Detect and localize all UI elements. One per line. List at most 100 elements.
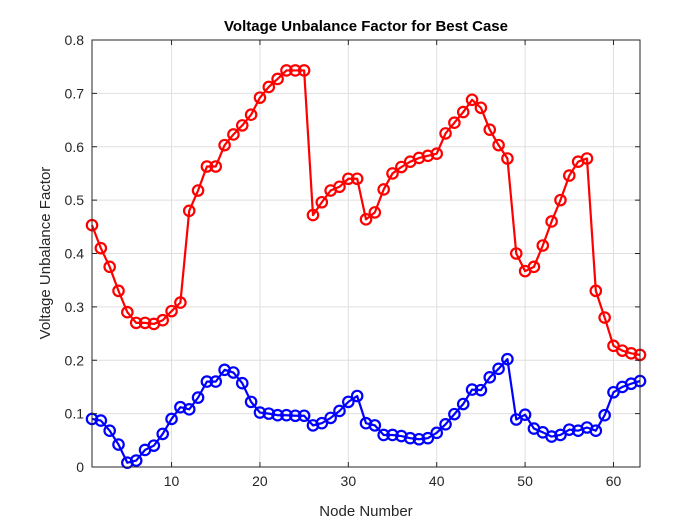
series-blue-marker <box>395 429 408 443</box>
series-blue-marker <box>129 454 143 467</box>
series-red-marker <box>288 64 302 77</box>
series-red-marker <box>218 138 231 152</box>
series-red-marker <box>536 239 550 252</box>
series-red-marker <box>483 123 497 136</box>
series-blue-marker <box>430 426 444 440</box>
series-red-marker <box>306 208 320 222</box>
series-blue-marker <box>518 408 532 421</box>
series-red-marker <box>121 305 134 319</box>
series-blue-marker <box>280 408 293 422</box>
series-blue <box>85 352 647 470</box>
series-blue-marker <box>403 431 417 445</box>
series-red-marker <box>474 101 488 115</box>
series-red-marker <box>227 128 240 141</box>
series-blue-marker <box>165 412 178 426</box>
series-red-marker <box>580 152 594 165</box>
series-red-marker <box>509 247 523 260</box>
series-blue-marker <box>368 419 382 432</box>
series-red-marker <box>103 260 116 274</box>
series-blue-marker <box>147 439 161 452</box>
series-red-marker <box>138 316 152 330</box>
y-tick-label: 0.6 <box>65 139 85 155</box>
series-red-marker <box>342 172 355 186</box>
series-blue-marker <box>456 397 470 411</box>
series-blue-marker <box>271 408 284 422</box>
series-blue-marker <box>200 375 214 388</box>
series-blue-marker <box>545 430 558 443</box>
series-red-marker <box>94 241 108 255</box>
series-red-marker <box>182 204 196 218</box>
x-tick-labels: 10 20 30 40 50 60 <box>164 473 622 489</box>
y-tick-labels: 0 0.1 0.2 0.3 0.4 0.5 0.6 0.7 0.8 <box>65 32 85 475</box>
x-tick-label: 40 <box>429 473 445 489</box>
series-blue-marker <box>589 424 603 438</box>
y-tick-label: 0.2 <box>65 352 85 368</box>
series-red-marker <box>315 195 329 209</box>
series-red-marker <box>562 169 576 182</box>
series-blue-marker <box>103 424 116 438</box>
series-blue-marker <box>262 407 276 420</box>
series-blue-marker <box>315 416 329 430</box>
series-blue-marker <box>227 366 240 379</box>
series-blue-marker <box>288 409 302 423</box>
x-tick-label: 20 <box>252 473 268 489</box>
series-red-marker <box>235 119 249 132</box>
series-blue-marker <box>562 423 576 436</box>
y-tick-label: 0.1 <box>65 406 85 422</box>
series-red-marker <box>448 116 461 130</box>
series-red-marker <box>377 183 390 196</box>
series-blue-marker <box>439 417 452 431</box>
series-blue-marker <box>483 371 497 384</box>
series-red-marker <box>280 64 293 77</box>
series-blue-marker <box>191 391 205 404</box>
series-blue-marker <box>324 411 337 425</box>
series-blue-marker <box>182 403 196 416</box>
chart-title: Voltage Unbalance Factor for Best Case <box>224 18 508 35</box>
series-blue-marker <box>465 383 479 396</box>
series-blue-marker <box>174 400 187 414</box>
series-blue-marker <box>350 389 364 403</box>
series-red-marker <box>297 64 311 77</box>
series-red-line <box>90 69 641 356</box>
series-blue-marker <box>94 414 108 427</box>
series-blue-marker <box>297 409 311 423</box>
series-blue-marker <box>492 362 505 376</box>
series-blue-marker <box>377 428 390 442</box>
series-red-marker <box>368 206 382 219</box>
series-blue-marker <box>306 419 320 432</box>
series-blue-marker <box>386 428 399 442</box>
y-tick-label: 0.3 <box>65 299 85 315</box>
series-red-marker <box>545 215 558 228</box>
series-red-marker <box>174 296 187 309</box>
series-red-marker <box>359 213 373 226</box>
series-red-marker <box>165 304 178 318</box>
y-tick-label: 0 <box>76 459 84 475</box>
series-blue-marker <box>156 427 170 441</box>
series-red-marker <box>156 313 170 327</box>
x-tick-label: 10 <box>164 473 180 489</box>
series-blue-marker <box>448 407 461 421</box>
series-red-marker <box>598 311 611 324</box>
series-red-marker <box>200 160 214 173</box>
series-red-marker <box>527 260 541 274</box>
series-blue-marker <box>412 432 426 446</box>
series-red-marker <box>465 93 479 107</box>
y-tick-label: 0.5 <box>65 192 85 208</box>
series-blue-marker <box>421 431 435 445</box>
series-red-marker <box>191 184 205 197</box>
series-red-marker <box>262 80 276 94</box>
series-red-marker <box>412 151 426 165</box>
series-red-marker <box>386 167 399 180</box>
x-axis-label: Node Number <box>319 503 412 520</box>
series-blue-marker <box>598 408 611 422</box>
series-red-marker <box>624 347 638 360</box>
series-blue-marker <box>501 352 514 366</box>
y-tick-label: 0.4 <box>65 246 85 262</box>
series-red-marker <box>456 105 470 119</box>
series-red-marker <box>492 138 505 152</box>
series-blue-marker <box>235 376 249 390</box>
series-red-marker <box>253 91 267 104</box>
series-red-marker <box>430 147 444 160</box>
x-tick-label: 60 <box>606 473 622 489</box>
